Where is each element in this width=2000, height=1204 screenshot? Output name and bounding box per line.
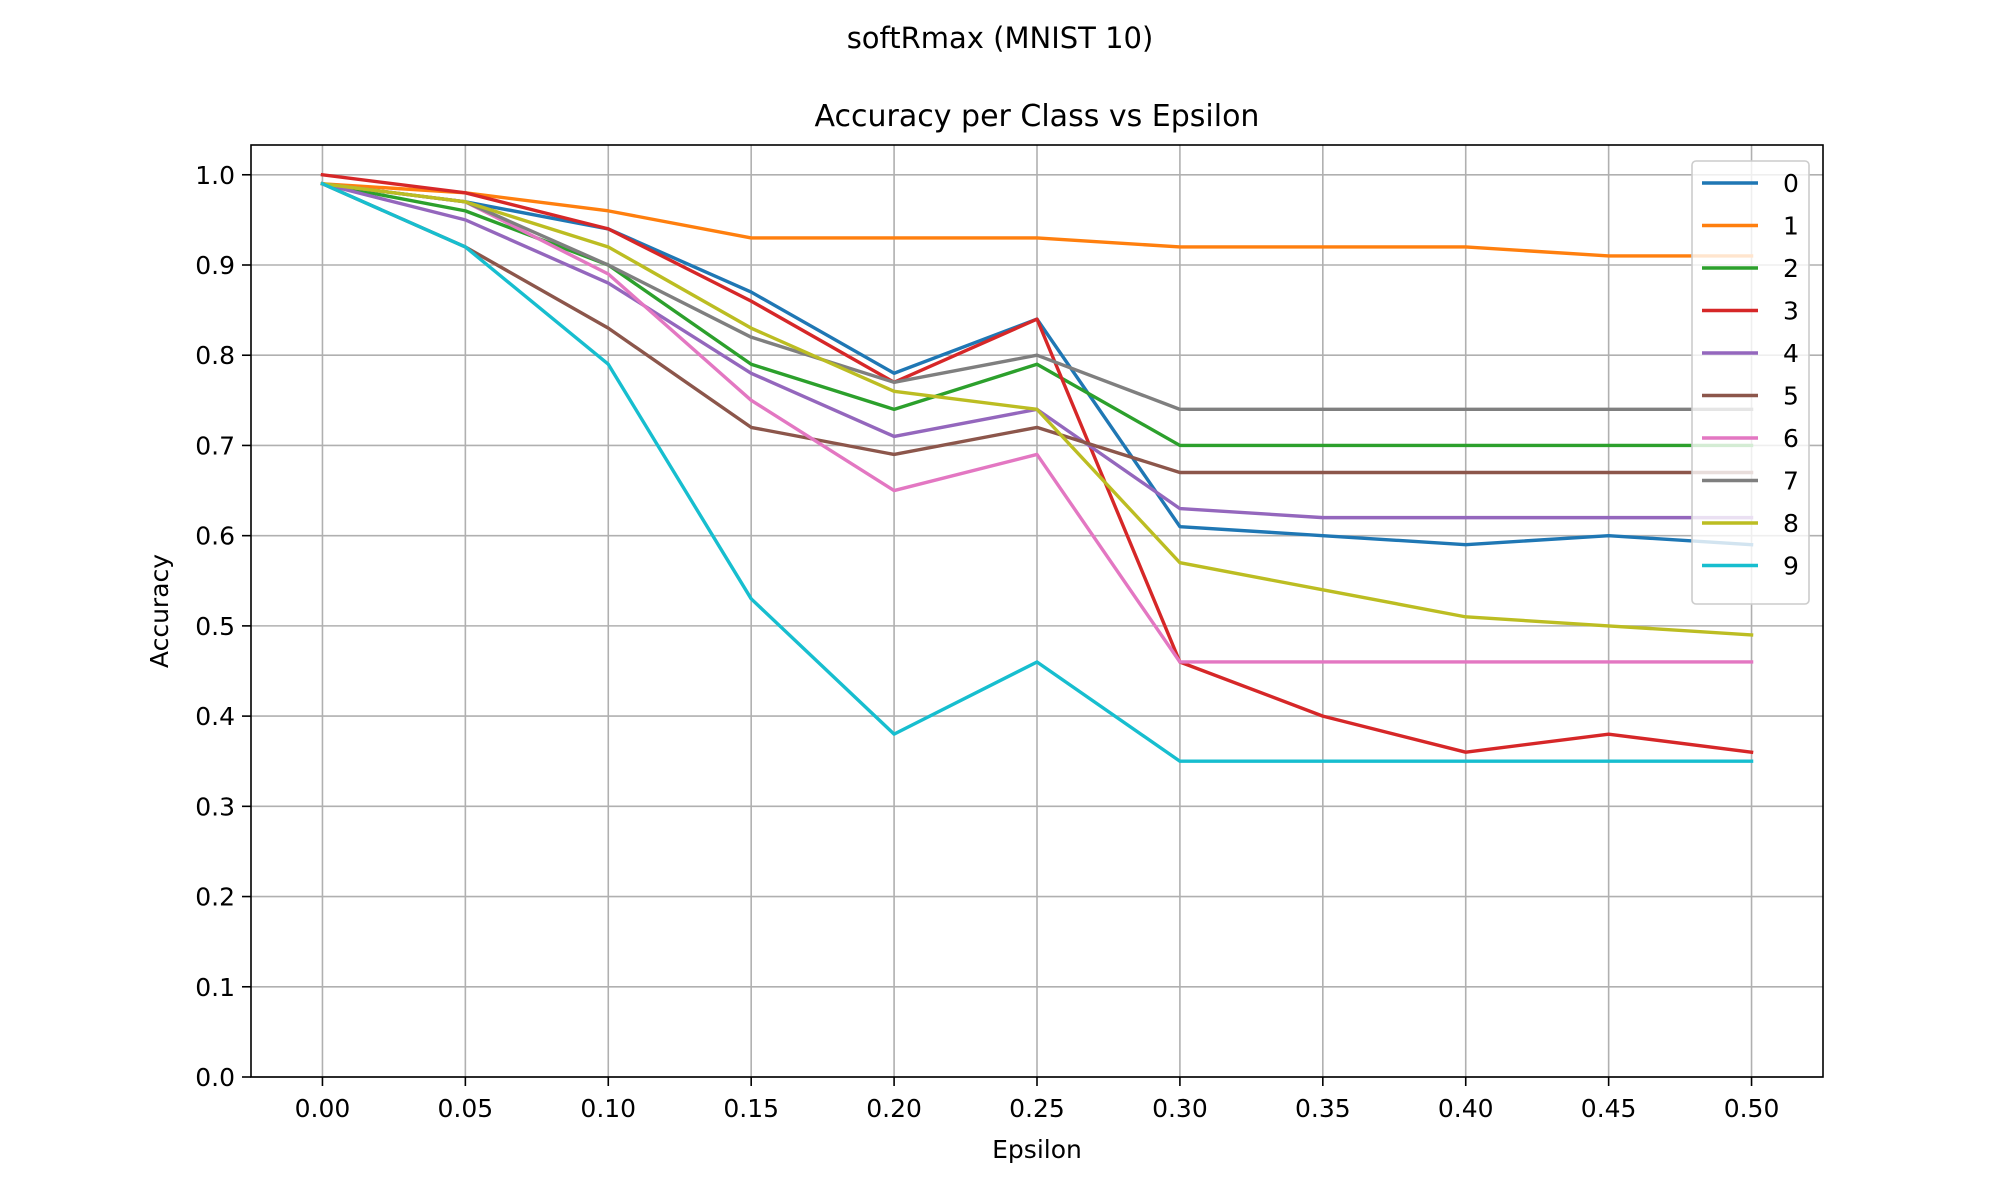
x-tick-label: 0.15 <box>723 1094 779 1123</box>
y-tick-label: 0.2 <box>195 883 235 912</box>
x-tick-label: 0.50 <box>1724 1094 1780 1123</box>
x-tick-label: 0.40 <box>1438 1094 1494 1123</box>
series-line-9 <box>320 181 1754 763</box>
series-line-3 <box>320 172 1754 755</box>
x-tick-label: 0.20 <box>866 1094 922 1123</box>
y-tick-label: 0.5 <box>195 612 235 641</box>
series-line-7 <box>320 181 1754 412</box>
legend-label-3: 3 <box>1783 297 1799 326</box>
y-tick-label: 0.0 <box>195 1063 235 1092</box>
legend-label-9: 9 <box>1783 552 1799 581</box>
y-tick-label: 0.4 <box>195 702 235 731</box>
legend-label-7: 7 <box>1783 467 1799 496</box>
x-tick-label: 0.30 <box>1152 1094 1208 1123</box>
y-tick-label: 0.9 <box>195 251 235 280</box>
legend-label-0: 0 <box>1783 169 1799 198</box>
series-group <box>320 172 1754 763</box>
series-line-6 <box>320 181 1754 664</box>
legend-label-1: 1 <box>1783 212 1799 241</box>
series-line-2 <box>320 181 1754 448</box>
y-tick-label: 0.8 <box>195 341 235 370</box>
legend-label-8: 8 <box>1783 509 1799 538</box>
legend-label-6: 6 <box>1783 424 1799 453</box>
legend-label-5: 5 <box>1783 382 1799 411</box>
y-tick-label: 0.3 <box>195 792 235 821</box>
y-tick-label: 0.1 <box>195 973 235 1002</box>
legend: 0 1 2 3 4 5 6 7 8 9 <box>1691 160 1810 605</box>
x-tick-label: 0.45 <box>1581 1094 1637 1123</box>
y-axis: 0.0 0.1 0.2 0.3 0.4 0.5 0.6 0.7 0.8 0.9 1.0 <box>195 161 251 1092</box>
y-tick-label: 0.6 <box>195 522 235 551</box>
y-axis-label: Accuracy <box>145 554 174 668</box>
legend-box <box>1691 160 1810 605</box>
x-tick-label: 0.25 <box>1009 1094 1065 1123</box>
legend-label-4: 4 <box>1783 339 1799 368</box>
chart-suptitle: softRmax (MNIST 10) <box>847 21 1154 55</box>
x-tick-label: 0.35 <box>1295 1094 1351 1123</box>
x-tick-label: 0.00 <box>295 1094 351 1123</box>
x-axis-label: Epsilon <box>992 1135 1082 1164</box>
series-line-5 <box>320 181 1754 475</box>
y-tick-label: 0.7 <box>195 431 235 460</box>
chart-title: Accuracy per Class vs Epsilon <box>815 99 1260 134</box>
x-axis: 0.00 0.05 0.10 0.15 0.20 0.25 0.30 0.35 0.40 0.45… <box>295 1077 1780 1123</box>
series-line-8 <box>320 181 1754 637</box>
x-tick-label: 0.10 <box>580 1094 636 1123</box>
legend-label-2: 2 <box>1783 254 1799 283</box>
series-line-1 <box>320 181 1754 258</box>
y-tick-label: 1.0 <box>195 161 235 190</box>
x-tick-label: 0.05 <box>438 1094 494 1123</box>
